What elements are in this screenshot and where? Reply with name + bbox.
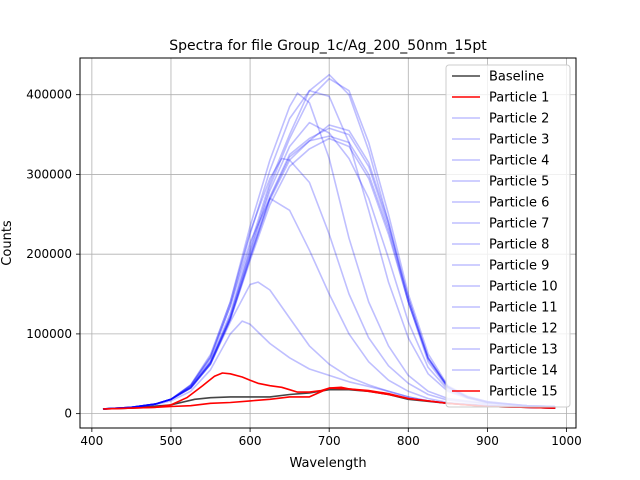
series-line-particle-11 (102, 197, 556, 410)
legend-label: Particle 2 (489, 112, 549, 127)
legend-label: Particle 13 (489, 343, 558, 358)
legend-label: Particle 15 (489, 385, 558, 400)
legend-label: Particle 6 (489, 196, 549, 211)
x-axis-label: Wavelength (289, 456, 366, 471)
legend-label: Particle 1 (489, 91, 549, 106)
legend-label: Baseline (489, 70, 544, 85)
x-tick-label: 400 (80, 434, 103, 448)
chart-title: Spectra for file Group_1c/Ag_200_50nm_15… (169, 38, 487, 54)
x-tick-label: 500 (160, 434, 183, 448)
y-tick-label: 400000 (26, 88, 72, 102)
legend-box (445, 64, 571, 408)
legend-label: Particle 10 (489, 280, 558, 295)
series-line-particle-9 (102, 92, 556, 410)
legend-label: Particle 8 (489, 238, 549, 253)
x-tick-label: 900 (476, 434, 499, 448)
x-tick-label: 600 (239, 434, 262, 448)
x-tick-label: 700 (318, 434, 341, 448)
y-tick-label: 0 (64, 407, 72, 421)
y-tick-label: 300000 (26, 167, 72, 181)
legend-label: Particle 4 (489, 154, 549, 169)
legend-label: Particle 5 (489, 175, 549, 190)
y-axis-label: Counts (0, 220, 15, 266)
series-line-particle-10 (102, 157, 556, 410)
legend-label: Particle 3 (489, 133, 549, 148)
legend-label: Particle 9 (489, 259, 549, 274)
series-line-particle-15 (102, 372, 556, 410)
legend-label: Particle 7 (489, 217, 549, 232)
y-tick-label: 100000 (26, 327, 72, 341)
y-tick-label: 200000 (26, 247, 72, 261)
x-tick-label: 1000 (551, 434, 582, 448)
legend-label: Particle 12 (489, 322, 558, 337)
plot-frame (79, 57, 577, 429)
legend-label: Particle 11 (489, 301, 558, 316)
x-tick-label: 800 (397, 434, 420, 448)
legend-label: Particle 14 (489, 364, 558, 379)
